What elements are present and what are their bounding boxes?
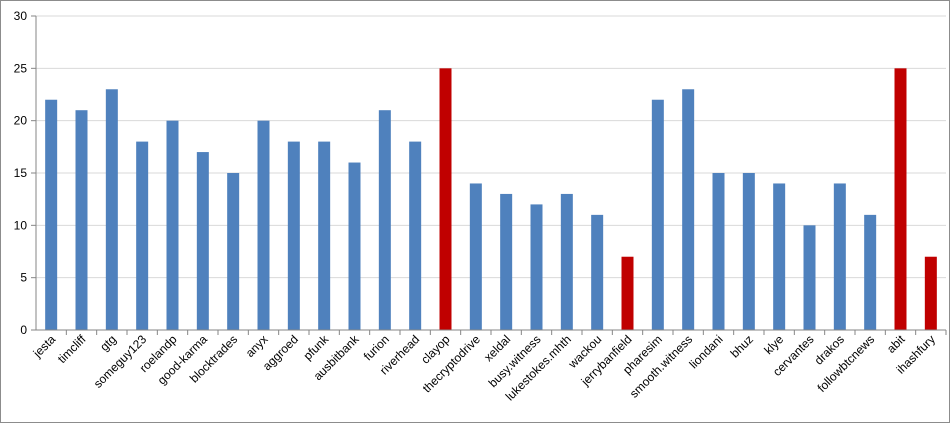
bar-liondani [712, 173, 725, 330]
bar-aggroed [287, 141, 300, 330]
bar-wackou [591, 214, 604, 330]
bar-lukestokes-mhth [560, 193, 573, 330]
bar-smooth-witness [682, 89, 695, 331]
y-tick-label: 10 [14, 218, 28, 232]
x-category-label: abit [884, 332, 908, 356]
axes [31, 15, 947, 335]
bar-good-karma [196, 152, 209, 330]
x-category-label: gtg [97, 332, 119, 354]
bar-ihashfury [924, 256, 937, 330]
y-tick-label: 5 [20, 271, 27, 285]
bar-abit [894, 68, 907, 330]
bar-riverhead [409, 141, 422, 330]
x-category-label: liondani [686, 332, 725, 371]
bar-followbtcnews [864, 214, 877, 330]
bar-klye [773, 183, 786, 330]
bar-anyx [257, 120, 270, 331]
bar-jesta [45, 99, 58, 330]
y-tick-label: 0 [20, 323, 27, 337]
bar-thecryptodrive [469, 183, 482, 330]
x-category-label: bhuz [728, 332, 756, 360]
bar-jerrybanfield [621, 256, 634, 330]
bar-furion [378, 110, 391, 330]
bar-busy-witness [530, 204, 543, 330]
bar-pfunk [318, 141, 331, 330]
bar-ausbitbank [348, 162, 361, 330]
bar-drakos [833, 183, 846, 330]
bar-roelandp [166, 120, 179, 331]
bar-xeldal [500, 193, 513, 330]
y-tick-label: 25 [14, 61, 28, 75]
gridlines [36, 15, 946, 279]
bar-cervantes [803, 225, 816, 330]
x-category-label: timcliff [55, 332, 89, 366]
bar-someguy123 [136, 141, 149, 330]
y-tick-label: 30 [14, 9, 28, 23]
bar-pharesim [651, 99, 664, 330]
bar-clayop [439, 68, 452, 330]
bar-bhuz [742, 173, 755, 330]
x-category-label: klye [761, 332, 786, 357]
bar-gtg [105, 89, 118, 331]
bars [45, 68, 937, 331]
bar-blocktrades [227, 173, 240, 330]
bar-timcliff [75, 110, 88, 330]
y-tick-label: 20 [14, 114, 28, 128]
y-tick-label: 15 [14, 166, 28, 180]
